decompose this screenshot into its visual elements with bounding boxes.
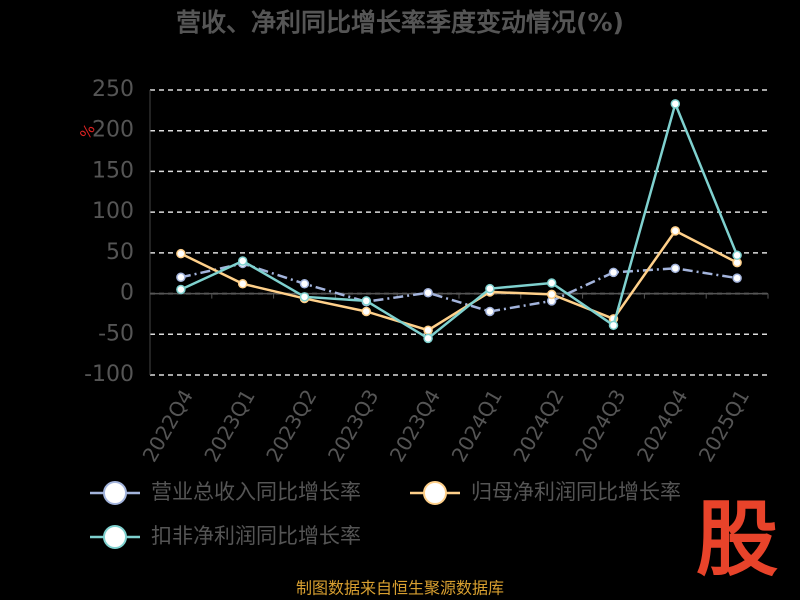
data-point xyxy=(608,267,619,278)
x-tick-label: 2025Q1 xyxy=(694,385,754,466)
legend-marker xyxy=(423,481,447,505)
data-point xyxy=(608,320,619,331)
legend-marker xyxy=(103,481,127,505)
data-point xyxy=(423,333,433,344)
y-tick-label: 150 xyxy=(92,158,134,183)
series-line xyxy=(180,229,738,332)
data-point xyxy=(423,288,433,298)
series-line xyxy=(180,99,739,340)
data-point xyxy=(299,279,310,289)
y-tick-label: 100 xyxy=(92,199,134,224)
data-point xyxy=(732,273,742,283)
y-tick-label: 200 xyxy=(92,118,134,143)
x-tick-label: 2023Q4 xyxy=(385,385,445,466)
data-point xyxy=(299,292,310,302)
x-tick-label: 2023Q2 xyxy=(261,385,321,466)
legend-label: 归母净利润同比增长率 xyxy=(471,480,681,504)
y-tick-label: 50 xyxy=(106,240,134,265)
y-tick-label: -100 xyxy=(84,362,134,387)
data-point xyxy=(237,279,248,289)
watermark-logo: 股 xyxy=(696,492,778,587)
y-tick-label: 250 xyxy=(92,77,134,102)
legend-label: 营业总收入同比增长率 xyxy=(151,480,361,504)
y-tick-label: -50 xyxy=(98,321,134,346)
legend-label: 扣非净利润同比增长率 xyxy=(151,524,361,548)
chart-title: 营收、净利同比增长率季度变动情况(%) xyxy=(176,8,624,37)
data-point xyxy=(485,283,495,294)
y-tick-label: 0 xyxy=(120,281,134,306)
legend-marker xyxy=(103,525,127,549)
data-point xyxy=(546,278,557,288)
data-point xyxy=(670,99,681,109)
data-point xyxy=(361,306,372,317)
data-point xyxy=(670,263,681,274)
data-point xyxy=(423,325,433,335)
x-tick-label: 2023Q1 xyxy=(199,385,259,466)
data-point xyxy=(237,256,248,266)
data-point xyxy=(546,289,557,300)
series-line xyxy=(180,262,738,313)
data-point xyxy=(361,296,372,306)
x-tick-label: 2024Q4 xyxy=(632,385,692,466)
data-point xyxy=(485,306,495,317)
data-point xyxy=(176,284,186,295)
data-point xyxy=(732,250,742,261)
x-tick-label: 2024Q2 xyxy=(508,385,568,466)
data-point xyxy=(176,272,186,283)
x-tick-label: 2024Q1 xyxy=(447,385,507,466)
data-point xyxy=(176,248,186,259)
x-tick-label: 2024Q3 xyxy=(570,385,630,466)
x-tick-label: 2023Q3 xyxy=(323,385,383,466)
x-tick-label: 2022Q4 xyxy=(138,385,198,466)
data-point xyxy=(670,226,681,236)
source-note: 制图数据来自恒生聚源数据库 xyxy=(296,579,504,598)
